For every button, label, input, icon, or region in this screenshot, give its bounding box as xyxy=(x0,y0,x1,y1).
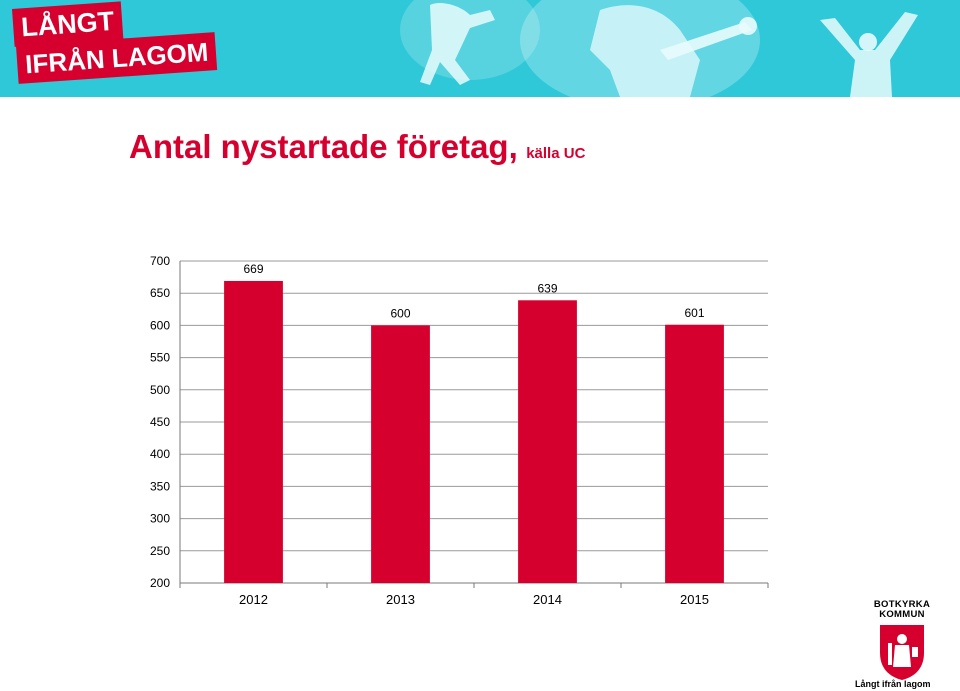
y-tick-label: 450 xyxy=(150,415,170,429)
bar xyxy=(371,325,430,583)
data-label: 669 xyxy=(243,262,263,276)
title-source: källa UC xyxy=(526,145,586,162)
data-label: 601 xyxy=(684,306,704,320)
botkyrka-crest-icon xyxy=(880,625,924,680)
y-tick-label: 550 xyxy=(150,351,170,365)
bar xyxy=(518,300,577,583)
title-main: Antal nystartade företag, xyxy=(129,128,518,165)
kommun-slogan: Långt ifrån lagom xyxy=(855,679,931,689)
data-label: 600 xyxy=(390,306,410,320)
y-tick-label: 600 xyxy=(150,318,170,332)
y-tick-label: 300 xyxy=(150,512,170,526)
header-banner: LÅNGT IFRÅN LAGOM xyxy=(0,0,960,97)
bar-chart: 200 250 300 350 400 450 500 550 600 650 700 669 2012… xyxy=(150,254,769,607)
x-tick-label: 2014 xyxy=(533,592,562,607)
y-tick-label: 250 xyxy=(150,544,170,558)
y-tick-label: 400 xyxy=(150,447,170,461)
y-tick-label: 200 xyxy=(150,576,170,590)
kommun-name-line1: BOTKYRKA xyxy=(873,599,931,610)
kommun-logo: BOTKYRKA KOMMUN xyxy=(862,600,942,681)
data-label: 639 xyxy=(537,281,557,295)
y-tick-label: 700 xyxy=(150,254,170,268)
kommun-name-line2: KOMMUN xyxy=(879,609,925,620)
banner-silhouettes-icon xyxy=(400,0,918,97)
y-tick-label: 500 xyxy=(150,383,170,397)
page-title: Antal nystartade företag, källa UC xyxy=(129,128,585,166)
x-tick-label: 2013 xyxy=(386,592,415,607)
y-tick-label: 650 xyxy=(150,286,170,300)
bar xyxy=(665,324,724,583)
bar xyxy=(224,280,283,583)
y-tick-label: 350 xyxy=(150,479,170,493)
x-tick-label: 2015 xyxy=(680,592,709,607)
x-tick-label: 2012 xyxy=(239,592,268,607)
